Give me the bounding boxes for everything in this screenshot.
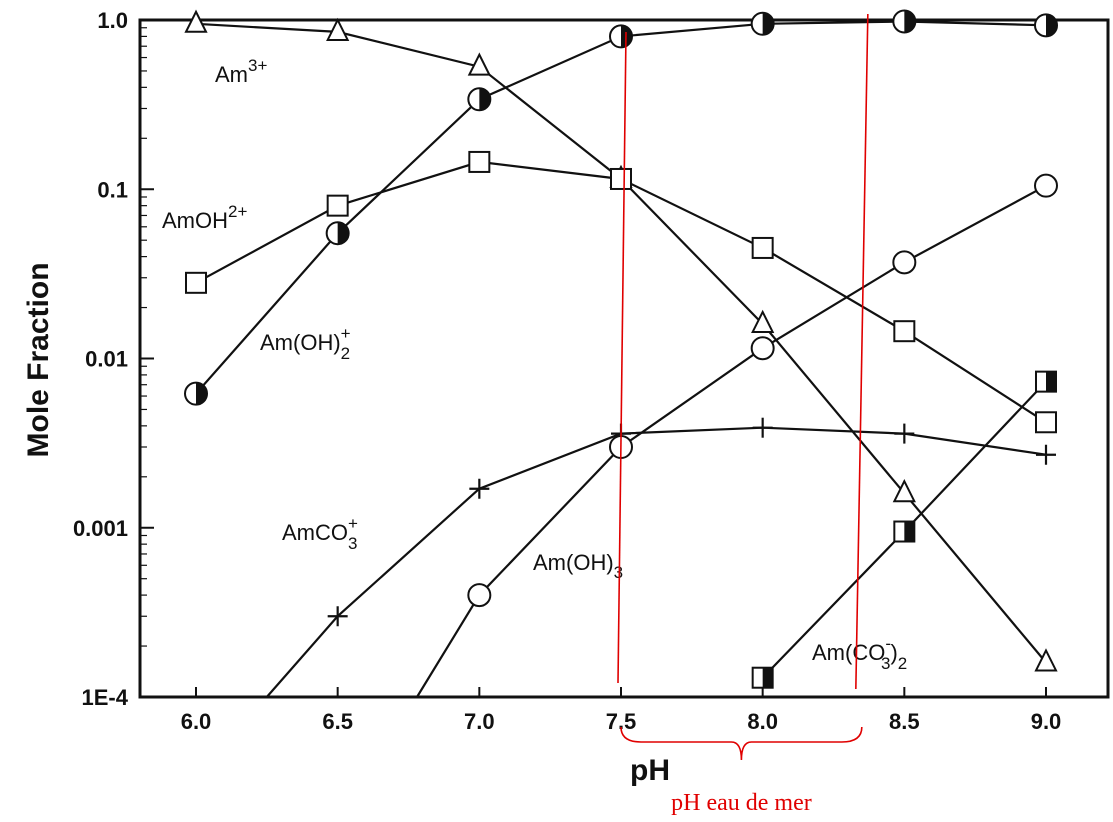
triangle-marker xyxy=(184,9,208,33)
x-tick-label: 8.0 xyxy=(747,709,778,734)
series-amco3 xyxy=(265,417,1056,698)
y-tick-label: 1.0 xyxy=(97,8,128,33)
x-tick-label: 6.0 xyxy=(181,709,212,734)
label-base: AmOH xyxy=(162,208,228,233)
half-square-marker xyxy=(1035,370,1057,393)
label-sup: 3+ xyxy=(248,56,267,75)
plus-marker xyxy=(469,478,490,499)
half-circle-marker xyxy=(184,381,208,406)
half-circle-fill xyxy=(337,222,349,245)
label-sub: 3 xyxy=(881,654,890,673)
plus-marker xyxy=(1036,444,1056,465)
half-square-fill xyxy=(904,521,915,542)
label-sup: 2+ xyxy=(228,202,247,221)
species-label-amoh: AmOH2+ xyxy=(162,202,247,233)
triangle-marker xyxy=(326,17,350,41)
series-amco32 xyxy=(751,370,1057,689)
axes: 6.0 6.5 7.0 7.5 8.0 8.5 9.01E-40.0010.010.11.0… xyxy=(22,8,1110,787)
half-circle-fill xyxy=(762,12,774,35)
species-label-am3: Am3+ xyxy=(215,56,267,87)
triangle-marker xyxy=(1034,648,1058,672)
y-tick-label: 0.01 xyxy=(85,347,128,372)
species-label-amoh3: Am(OH)3 xyxy=(533,550,623,582)
square-marker xyxy=(610,167,632,190)
half-circle-marker xyxy=(1034,13,1058,38)
plus-marker xyxy=(327,606,348,627)
circle-marker xyxy=(467,583,492,608)
label-base: Am xyxy=(215,62,248,87)
x-tick-label: 9.0 xyxy=(1031,709,1062,734)
y-tick-label: 0.1 xyxy=(97,177,128,202)
half-circle-fill xyxy=(196,382,207,405)
label-base: Am(OH) xyxy=(533,550,614,575)
label-base: Am(OH) xyxy=(260,330,341,355)
species-label-amoh2: Am(OH)+ 2 xyxy=(260,324,351,363)
half-square-marker xyxy=(751,666,774,689)
series-amoh3 xyxy=(416,173,1058,698)
label-base: Am(CO xyxy=(812,640,885,665)
annot-brace xyxy=(620,726,863,761)
circle-marker xyxy=(1034,173,1058,198)
label-sub: 3 xyxy=(614,563,623,582)
plot-frame xyxy=(138,18,1110,699)
series-amoh xyxy=(185,150,1057,434)
series-line-amco3 xyxy=(265,426,1047,698)
square-marker xyxy=(751,236,774,259)
triangle-marker xyxy=(467,52,491,76)
circle-marker xyxy=(892,250,917,275)
half-circle-fill xyxy=(904,10,916,33)
half-circle-marker xyxy=(467,87,492,112)
square-marker xyxy=(185,271,207,294)
series-line-amoh3 xyxy=(416,184,1047,698)
x-axis-title: pH xyxy=(630,754,670,787)
y-tick-label: 1E-4 xyxy=(82,685,129,710)
half-circle-fill xyxy=(1046,14,1057,37)
half-circle-marker xyxy=(892,9,917,34)
annot-line-left xyxy=(617,31,627,684)
plus-marker xyxy=(894,423,915,444)
half-circle-marker xyxy=(609,24,633,49)
plus-marker xyxy=(752,417,773,438)
label-sup: - xyxy=(885,634,891,653)
y-tick-label: 0.001 xyxy=(73,516,128,541)
square-marker xyxy=(468,150,491,173)
seawater-ph-annotation: pH eau de mer xyxy=(617,13,869,816)
species-label-amco3: AmCO+ 3 xyxy=(282,514,358,553)
label-sup: + xyxy=(341,324,351,343)
x-tick-label: 8.5 xyxy=(889,709,920,734)
half-circle-marker xyxy=(325,221,350,246)
square-marker xyxy=(1035,411,1057,434)
label-sub2: 2 xyxy=(898,654,907,673)
half-square-fill xyxy=(762,667,773,688)
y-axis-title: Mole Fraction xyxy=(22,262,55,457)
label-sub: 2 xyxy=(341,344,350,363)
square-marker xyxy=(326,194,349,217)
label-sub: 3 xyxy=(348,534,357,553)
annot-line-right xyxy=(855,13,869,690)
triangle-marker xyxy=(751,309,775,333)
triangle-marker xyxy=(892,478,916,503)
half-square-fill xyxy=(1046,371,1056,392)
half-circle-fill xyxy=(479,88,491,111)
half-square-marker xyxy=(893,520,916,543)
label-sup: + xyxy=(348,514,358,533)
x-tick-label: 7.0 xyxy=(464,709,495,734)
x-tick-label: 6.5 xyxy=(322,709,353,734)
label-base: AmCO xyxy=(282,520,348,545)
half-circle-marker xyxy=(750,11,775,36)
label-tail: ) xyxy=(890,640,897,665)
circle-marker xyxy=(750,336,775,361)
species-label-amco32: Am(CO-3)2 xyxy=(812,634,907,673)
annot-label: pH eau de mer xyxy=(671,790,812,816)
square-marker xyxy=(893,320,916,343)
